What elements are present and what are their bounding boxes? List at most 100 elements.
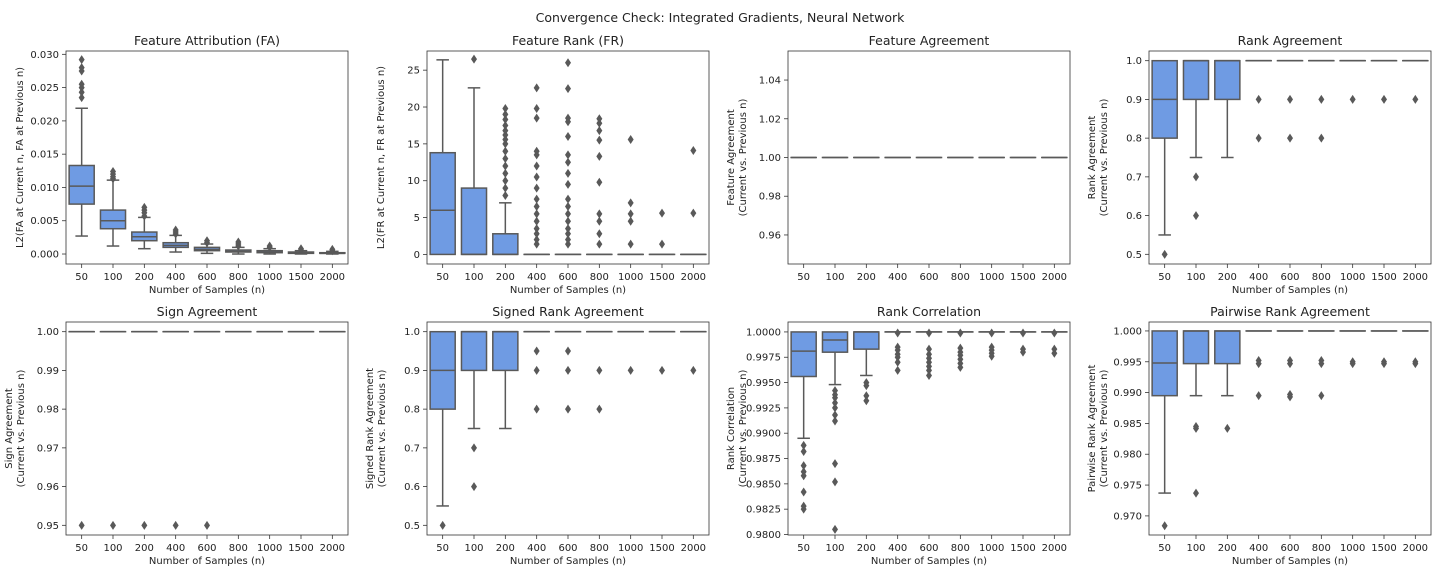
outlier-point (926, 370, 932, 380)
y-axis-label: Sign Agreement (4, 388, 15, 469)
outlier-point (533, 216, 540, 226)
outlier-point (832, 410, 838, 420)
outlier-point (235, 237, 242, 247)
outlier-point (1318, 133, 1325, 143)
panel-title: Feature Agreement (869, 33, 990, 48)
x-tick-label: 400 (1249, 543, 1268, 554)
x-axis-label: Number of Samples (n) (1232, 285, 1348, 296)
figure-title: Convergence Check: Integrated Gradients,… (536, 10, 905, 25)
y-tick-label: 0.990 (1113, 388, 1142, 399)
outlier-point (627, 134, 634, 144)
y-tick-label: 0.020 (30, 116, 59, 127)
y-tick-label: 15 (407, 139, 420, 150)
outlier-point (863, 391, 870, 401)
outlier-point (533, 404, 540, 414)
outlier-point (533, 202, 540, 212)
x-tick-label: 200 (1218, 272, 1237, 283)
outlier-point (800, 471, 807, 481)
y-tick-label: 1.000 (1113, 326, 1142, 337)
outlier-point (596, 216, 603, 226)
x-tick-label: 1000 (979, 272, 1004, 283)
y-tick-label: 1.0000 (746, 327, 781, 338)
outlier-point (533, 194, 540, 204)
y-tick-label: 0.98 (759, 192, 781, 203)
outlier-point (78, 87, 85, 97)
x-tick-label: 100 (464, 272, 483, 283)
outlier-point (690, 365, 697, 375)
outlier-point (502, 176, 509, 186)
box (1182, 59, 1210, 101)
outlier-point (565, 216, 571, 226)
y-tick-label: 0.7 (1126, 172, 1142, 183)
plot-frame (65, 321, 349, 536)
plot-frame (787, 50, 1071, 265)
x-tick-label: 2000 (681, 543, 706, 554)
outlier-point (204, 236, 210, 246)
outlier-point (533, 146, 540, 156)
outlier-point (627, 239, 634, 249)
x-axis-label: Number of Samples (n) (149, 556, 265, 567)
outlier-point (78, 520, 85, 530)
y-tick-label: 1.00 (37, 327, 59, 338)
y-tick-label: 0.7 (404, 443, 420, 454)
y-axis-label: Feature Agreement (726, 109, 737, 206)
chart-panel: Sign Agreement 0.95 0.96 0.97 0.98 0.99 1.00 50… (4, 304, 349, 567)
outlier-point (471, 482, 477, 492)
x-tick-label: 100 (464, 543, 483, 554)
outlier-point (533, 229, 540, 239)
x-tick-label: 800 (590, 272, 609, 283)
x-tick-label: 100 (103, 543, 122, 554)
y-tick-label: 0.5 (1126, 250, 1142, 261)
outlier-point (565, 202, 571, 212)
y-tick-label: 0.95 (37, 521, 59, 532)
outlier-point (957, 362, 964, 372)
outlier-point (1287, 133, 1293, 143)
y-tick-label: 1.02 (759, 114, 781, 125)
outlier-point (1318, 359, 1325, 369)
outlier-point (533, 183, 540, 193)
outlier-point (894, 357, 901, 367)
outlier-point (565, 365, 571, 375)
x-tick-label: 50 (797, 543, 810, 554)
x-tick-label: 1000 (618, 543, 643, 554)
y-tick-label: 0.030 (30, 50, 59, 61)
outlier-point (565, 404, 571, 414)
box (460, 330, 488, 372)
y-tick-label: 0.9850 (746, 479, 781, 490)
x-tick-label: 1500 (288, 272, 313, 283)
x-tick-label: 2000 (681, 272, 706, 283)
outlier-point (832, 393, 838, 403)
box (68, 164, 95, 205)
x-tick-label: 600 (919, 543, 938, 554)
x-tick-label: 800 (229, 543, 248, 554)
x-tick-label: 2000 (1403, 272, 1428, 283)
y-tick-label: 0.9825 (746, 505, 781, 516)
outlier-point (1255, 94, 1262, 104)
outlier-point (926, 365, 932, 375)
box (790, 331, 817, 378)
outlier-point (894, 328, 901, 338)
x-tick-label: 600 (558, 543, 577, 554)
outlier-point (988, 328, 995, 338)
x-tick-label: 1000 (257, 272, 282, 283)
outlier-point (1412, 359, 1419, 369)
outlier-point (659, 239, 665, 249)
x-tick-label: 1500 (1371, 543, 1396, 554)
x-tick-label: 2000 (1042, 272, 1067, 283)
x-tick-label: 100 (103, 272, 122, 283)
outlier-point (266, 241, 273, 251)
y-tick-label: 1.0 (1126, 56, 1142, 67)
chart-panel: Feature Rank (FR) 0 5 10 15 20 25 50 100 200 400 60… (376, 33, 710, 296)
plot-frame (787, 321, 1071, 536)
x-tick-label: 600 (558, 272, 577, 283)
panel-title: Feature Rank (FR) (512, 33, 624, 48)
outlier-point (1255, 359, 1262, 369)
outlier-point (627, 209, 634, 219)
outlier-point (1020, 347, 1026, 357)
outlier-point (957, 328, 964, 338)
box (1214, 330, 1241, 365)
outlier-point (926, 344, 932, 354)
outlier-point (659, 365, 665, 375)
y-tick-label: 0.015 (30, 150, 59, 161)
